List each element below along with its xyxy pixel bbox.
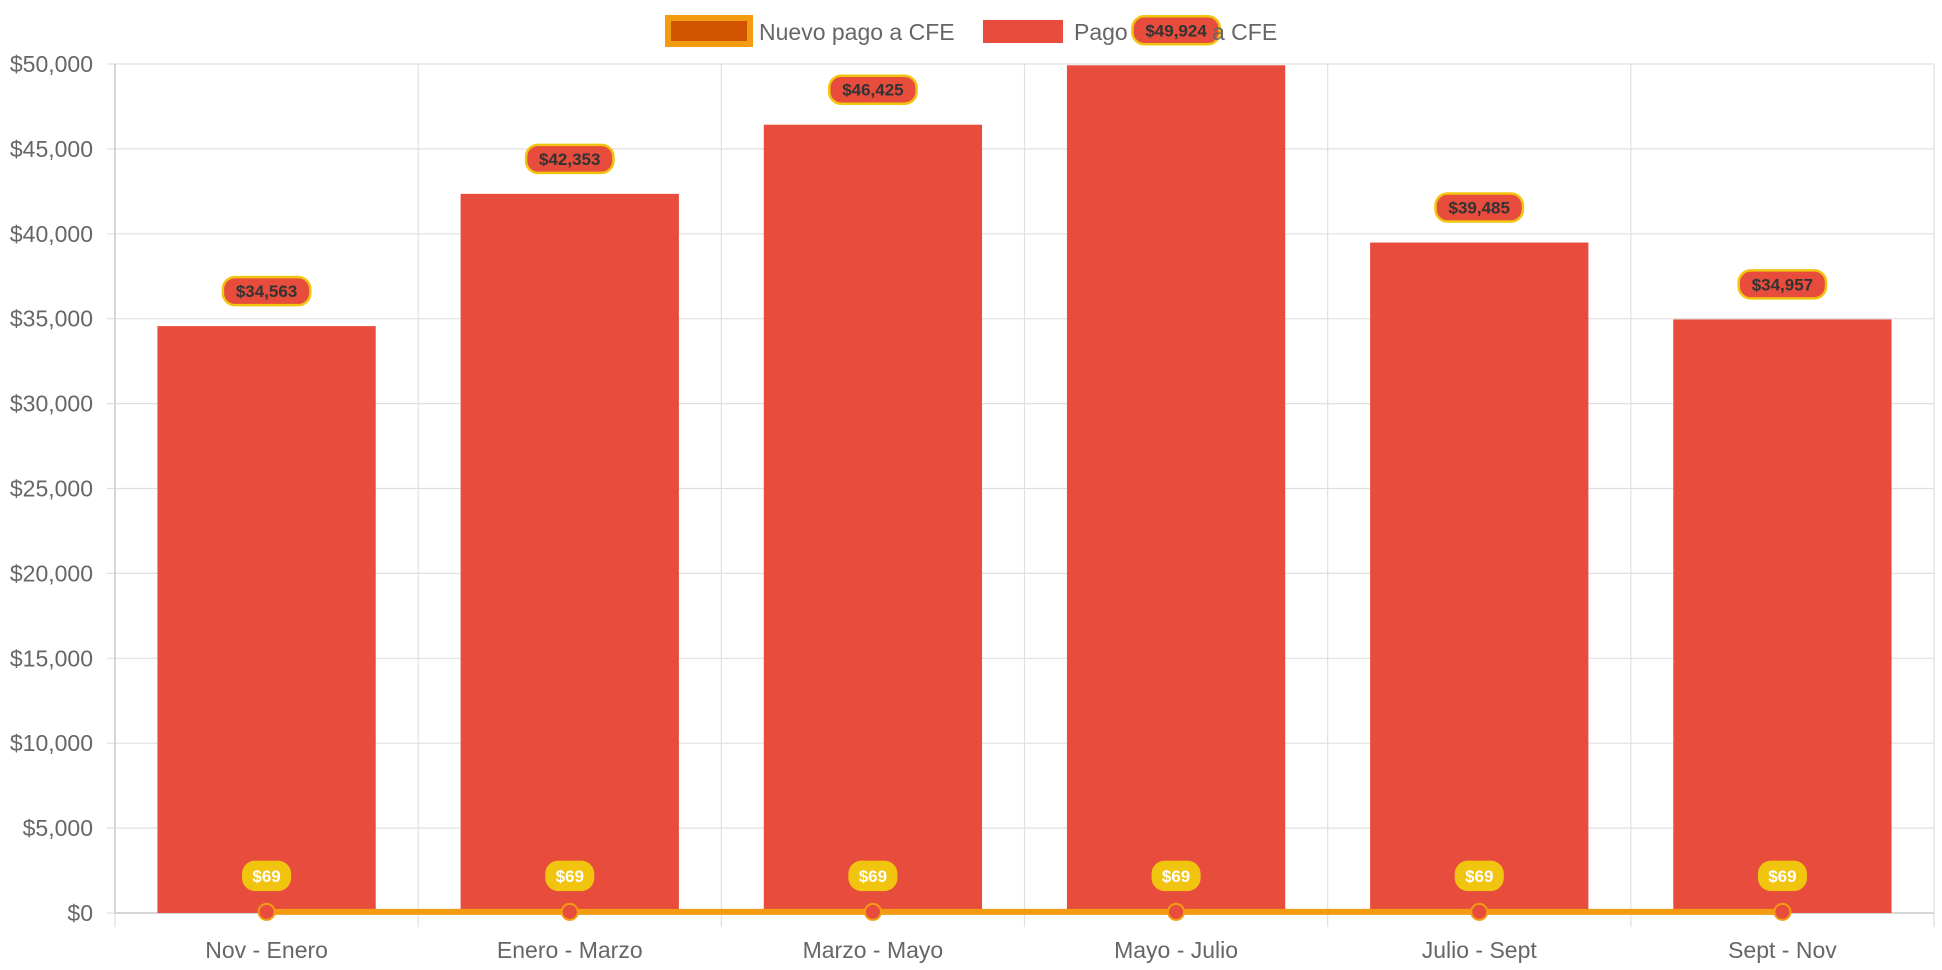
bar: [763, 124, 983, 914]
data-point: [1773, 902, 1792, 921]
y-tick-label: $20,000: [10, 560, 93, 586]
line-data-label: $69: [1454, 860, 1504, 892]
y-tick-label: $50,000: [10, 51, 93, 77]
legend-label-current-payment-prefix[interactable]: Pago: [1074, 19, 1128, 45]
line-data-label-bg: [545, 860, 595, 892]
bar-data-label-bg: [827, 74, 918, 105]
y-tick-label: $35,000: [10, 306, 93, 332]
legend[interactable]: Nuevo pago a CFE Pago a CFE: [665, 15, 1277, 47]
bar-data-label-text: $34,563: [236, 282, 297, 301]
bar-data-label: $39,485: [1434, 192, 1525, 223]
bar-data-label-text: $42,353: [539, 150, 600, 169]
axes: $0 $5,000 $10,000 $15,000 $20,000 $25,000 $30,…: [10, 51, 1934, 963]
legend-label-new-payment[interactable]: Nuevo pago a CFE: [759, 19, 955, 45]
line-data-label-bg: [1454, 860, 1504, 892]
y-tick-label: $0: [67, 900, 93, 926]
data-labels: $34,563 $42,353 $46,425 $49,924 $39,485 $34,9…: [221, 15, 1828, 892]
data-point: [560, 902, 579, 921]
line-data-label-text: $69: [1162, 867, 1190, 886]
legend-label-current-payment-suffix[interactable]: a CFE: [1212, 19, 1277, 45]
bar-data-label-text: $39,485: [1449, 199, 1510, 218]
bar-data-label-bg: [221, 275, 312, 307]
line-data-label: $69: [242, 860, 292, 892]
line-data-label-text: $69: [859, 867, 887, 886]
bar: [1370, 242, 1589, 914]
y-tick-label: $45,000: [10, 136, 93, 162]
data-point: [863, 902, 882, 921]
x-tick-label: Mayo - Julio: [1114, 937, 1238, 963]
legend-swatch-new-payment[interactable]: [665, 15, 753, 47]
bar-data-label: $34,957: [1737, 269, 1828, 300]
data-point: [257, 902, 276, 921]
y-tick-label: $5,000: [23, 815, 93, 841]
bar-data-label-text: $46,425: [842, 81, 903, 100]
y-tick-label: $40,000: [10, 221, 93, 247]
line-data-label: $69: [848, 860, 898, 892]
x-tick-label: Nov - Enero: [205, 937, 328, 963]
line-data-label: $69: [545, 860, 595, 892]
line-data-label: $69: [1757, 860, 1807, 892]
x-tick-label: Marzo - Mayo: [803, 937, 944, 963]
bar-data-label: $34,563: [221, 275, 312, 307]
x-tick-label: Sept - Nov: [1728, 937, 1837, 963]
data-point: [1167, 902, 1186, 921]
bar-data-label: $49,924: [1131, 15, 1222, 46]
line-data-label-bg: [242, 860, 292, 892]
line-data-label-bg: [1151, 860, 1201, 892]
y-tick-label: $10,000: [10, 730, 93, 756]
x-tick-label: Enero - Marzo: [497, 937, 643, 963]
y-tick-label: $30,000: [10, 391, 93, 417]
line-data-label-bg: [1757, 860, 1807, 892]
y-tick-label: $25,000: [10, 476, 93, 502]
line-series: [257, 902, 1792, 921]
bar-data-label-bg: [1131, 15, 1222, 46]
bar-data-label-bg: [1434, 192, 1525, 223]
bar: [157, 326, 376, 914]
grid-lines: [107, 63, 1935, 927]
bar: [1673, 319, 1892, 913]
bar-data-label-text: $34,957: [1752, 275, 1813, 294]
line-data-label-text: $69: [556, 867, 584, 886]
data-point: [1470, 902, 1489, 921]
legend-swatch-current-payment[interactable]: [983, 20, 1063, 43]
line-data-label: $69: [1151, 860, 1201, 892]
bar: [1066, 65, 1286, 914]
bar-data-label-text: $49,924: [1145, 21, 1207, 40]
line-data-label-bg: [848, 860, 898, 892]
bar: [460, 193, 679, 913]
line-data-label-text: $69: [252, 867, 280, 886]
bar-series: [157, 65, 1892, 914]
bar-data-label-bg: [1737, 269, 1828, 300]
bar-data-label: $42,353: [524, 143, 615, 175]
y-tick-label: $15,000: [10, 645, 93, 671]
line-data-label-text: $69: [1768, 867, 1796, 886]
line-data-label-text: $69: [1465, 867, 1493, 886]
x-tick-label: Julio - Sept: [1422, 937, 1538, 963]
bar-data-label-bg: [524, 143, 615, 175]
bar-data-label: $46,425: [827, 74, 918, 105]
